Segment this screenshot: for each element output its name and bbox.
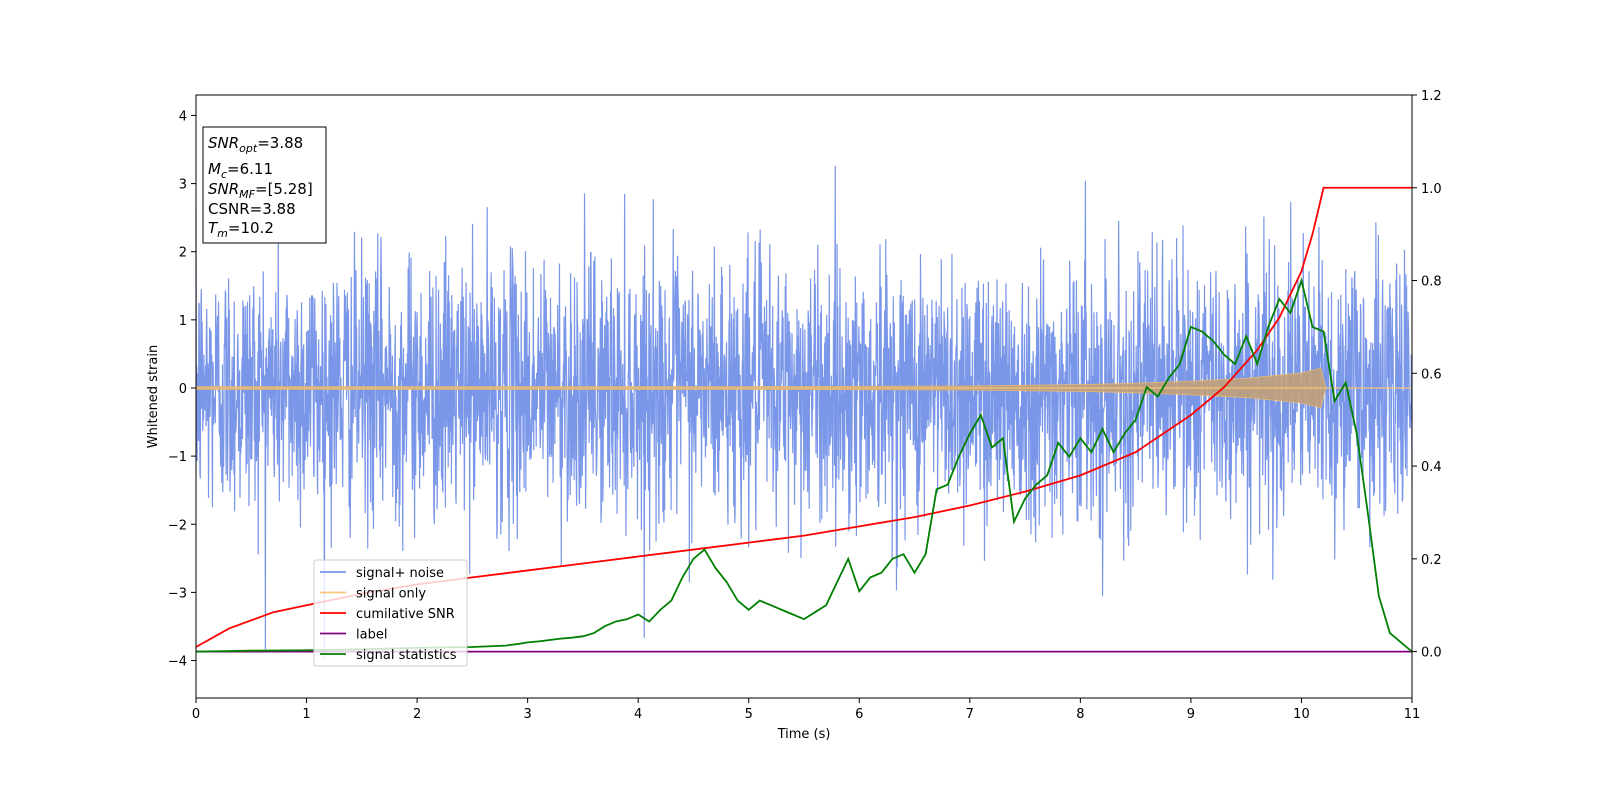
y2-tick-label: 0.6 — [1421, 367, 1442, 382]
x-tick-label: 0 — [192, 707, 200, 722]
x-tick-label: 5 — [745, 707, 753, 722]
x-tick-label: 9 — [1187, 707, 1195, 722]
info-box-line: CSNR=3.88 — [208, 200, 296, 218]
y2-tick-label: 0.0 — [1421, 646, 1442, 661]
signal-statistics-line — [196, 277, 1412, 653]
y-tick-label: 4 — [179, 109, 187, 124]
legend: signal+ noise signal only cumilative SNR la… — [313, 559, 468, 667]
legend-entry: cumilative SNR — [356, 607, 455, 622]
y-axis-right: 0.0 0.2 0.4 0.6 0.8 1.0 1.2 — [1412, 89, 1442, 661]
legend-entry: label — [356, 628, 387, 643]
y-tick-label: 1 — [179, 314, 187, 329]
legend-entry: signal+ noise — [356, 566, 444, 581]
plot-area-frame — [195, 94, 1413, 699]
info-box-frame — [202, 126, 327, 244]
y-tick-label: 0 — [179, 382, 187, 397]
x-tick-label: 8 — [1076, 707, 1084, 722]
info-box-line: Mc=6.11 — [208, 160, 273, 181]
legend-frame — [313, 559, 468, 667]
legend-entry: signal only — [356, 587, 426, 602]
x-tick-label: 11 — [1404, 707, 1421, 722]
x-tick-label: 6 — [855, 707, 863, 722]
x-tick-label: 4 — [634, 707, 642, 722]
info-box-line: SNRopt=3.88 — [208, 134, 303, 155]
y-axis-left: −4 −3 −2 −1 0 1 2 3 4 — [168, 109, 196, 670]
x-tick-label: 10 — [1293, 707, 1310, 722]
x-tick-label: 1 — [302, 707, 310, 722]
y-tick-label: −2 — [168, 518, 187, 533]
signal-only-series — [196, 367, 1412, 409]
y-tick-label: −3 — [168, 586, 187, 601]
y-tick-label: 3 — [179, 178, 187, 193]
y2-tick-label: 1.0 — [1421, 182, 1442, 197]
y2-tick-label: 0.4 — [1421, 460, 1442, 475]
y-tick-label: −1 — [168, 450, 187, 465]
info-box: SNRopt=3.88 Mc=6.11SNRMF=[5.28]CSNR=3.88T… — [202, 126, 327, 244]
y2-tick-label: 1.2 — [1421, 89, 1442, 104]
y-tick-label: 2 — [179, 246, 187, 261]
x-tick-label: 7 — [966, 707, 974, 722]
y2-tick-label: 0.2 — [1421, 553, 1442, 568]
info-box-line: Tm=10.2 — [208, 219, 274, 240]
x-tick-label: 3 — [523, 707, 531, 722]
y2-tick-label: 0.8 — [1421, 275, 1442, 290]
legend-entry: signal statistics — [356, 648, 457, 663]
y-axis-label: Whitened strain — [146, 345, 161, 448]
y-tick-label: −4 — [168, 655, 187, 670]
x-axis: 0 1 2 3 4 5 6 7 8 9 10 11 — [192, 698, 1420, 722]
info-box-line: SNRMF=[5.28] — [208, 180, 313, 201]
x-axis-label: Time (s) — [777, 727, 831, 742]
x-tick-label: 2 — [413, 707, 421, 722]
